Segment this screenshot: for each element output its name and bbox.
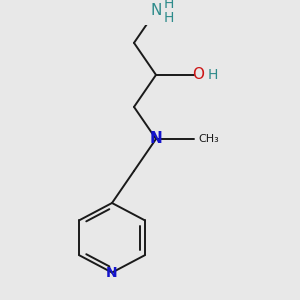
Text: N: N <box>150 131 162 146</box>
Text: CH₃: CH₃ <box>198 134 219 144</box>
Text: H: H <box>208 68 218 82</box>
Text: H: H <box>164 0 174 11</box>
Text: O: O <box>192 68 204 82</box>
Text: N: N <box>106 266 118 280</box>
Text: H: H <box>164 11 174 25</box>
Text: N: N <box>150 3 161 18</box>
